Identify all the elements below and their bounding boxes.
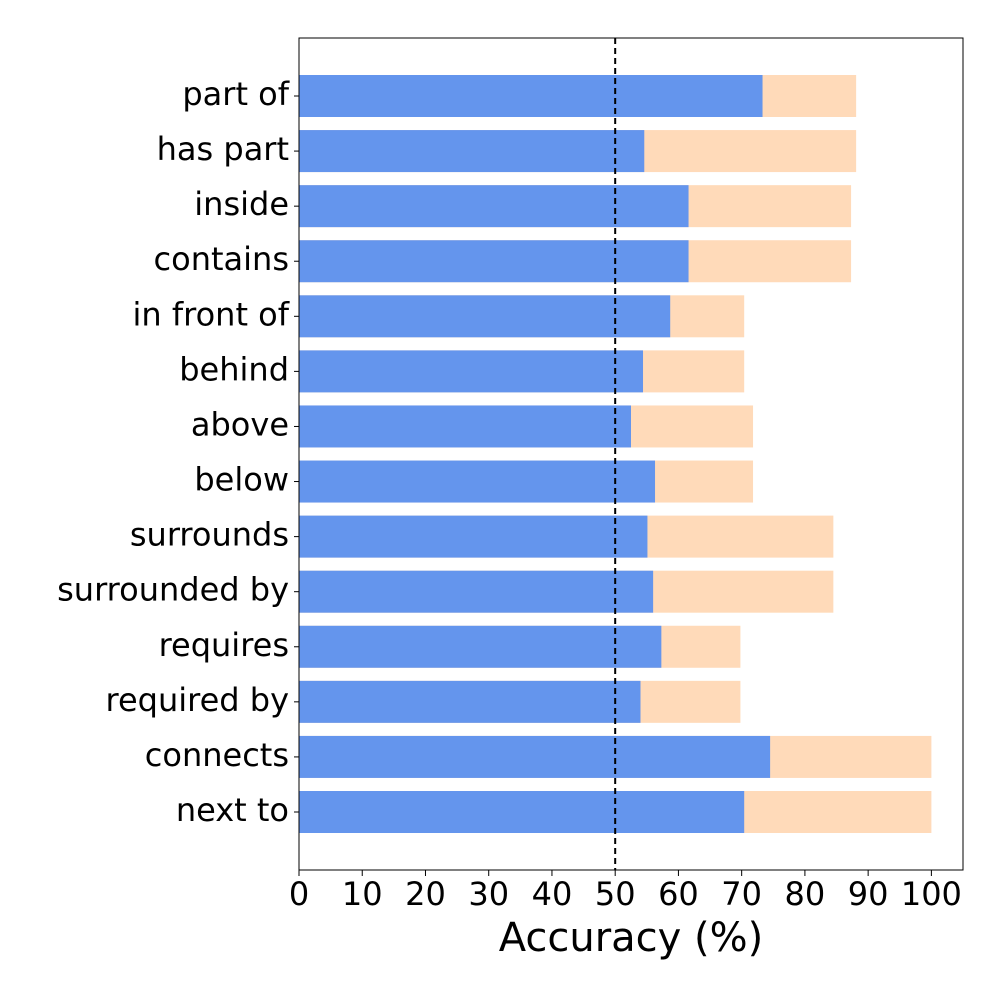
bar [299, 791, 745, 833]
bar [299, 240, 689, 283]
bar [299, 295, 671, 338]
x-axis-label: Accuracy (%) [499, 915, 764, 961]
bar [299, 570, 654, 613]
bar [299, 460, 656, 503]
x-tick-label: 40 [532, 875, 573, 913]
x-tick-label: 20 [405, 875, 446, 913]
x-tick-label: 60 [658, 875, 699, 913]
y-tick-label: next to [176, 791, 289, 829]
bar [299, 735, 771, 778]
bar [299, 350, 644, 393]
y-tick-label: surrounds [130, 516, 289, 554]
bar [299, 405, 631, 448]
x-tick-label: 10 [342, 875, 383, 913]
bar [299, 130, 645, 173]
bar [299, 515, 648, 558]
x-tick-label: 80 [785, 875, 826, 913]
bar [299, 75, 763, 117]
x-tick-label: 70 [721, 875, 762, 913]
y-tick-label: behind [179, 350, 289, 388]
y-tick-label: in front of [133, 295, 290, 333]
x-tick-label: 30 [468, 875, 509, 913]
bar [299, 185, 689, 228]
y-tick-label: requires [159, 626, 289, 664]
bar [299, 680, 641, 723]
y-tick-label: below [194, 461, 289, 499]
y-tick-label: required by [106, 681, 290, 719]
x-tick-label: 100 [901, 875, 962, 913]
y-tick-label: connects [145, 736, 289, 774]
y-tick-label: has part [157, 130, 289, 168]
y-tick-label: surrounded by [57, 571, 289, 609]
y-tick-label: above [191, 405, 289, 443]
axes-frame [298, 37, 964, 871]
bar [299, 625, 662, 668]
y-tick-label: part of [182, 75, 289, 113]
x-tick-label: 0 [289, 875, 309, 913]
x-tick-label: 90 [848, 875, 889, 913]
y-tick-label: contains [154, 240, 289, 278]
y-tick-label: inside [194, 185, 289, 223]
x-tick-label: 50 [595, 875, 636, 913]
